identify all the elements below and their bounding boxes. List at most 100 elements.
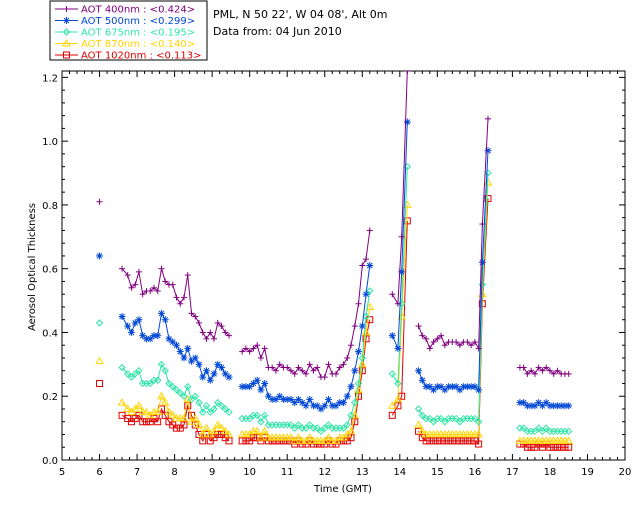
data-point [475,345,482,352]
data-point [127,373,136,381]
data-point [404,71,411,74]
data-point [565,443,573,451]
data-point [206,376,214,384]
series-line [391,121,408,349]
x-tick-label: 12 [318,467,331,478]
data-point [306,361,313,368]
data-point [441,342,448,349]
chart-legend: AOT 400nm : <0.424>AOT 500nm : <0.299>AO… [49,0,208,62]
data-point [403,217,411,225]
data-point [118,363,126,372]
legend-marker [63,17,70,24]
data-point [257,354,264,361]
data-point [423,335,430,342]
data-point [207,329,214,336]
data-point [398,233,405,240]
data-point [96,198,103,205]
data-point [157,360,166,369]
data-point [415,323,422,330]
data-point [290,424,299,432]
data-point [184,382,192,391]
data-point [160,398,170,406]
data-point [438,332,445,339]
data-point [117,398,127,406]
data-point [154,418,162,426]
data-point [339,424,348,432]
data-point [463,437,471,445]
data-point [158,265,165,272]
series-aot-400nm [96,71,572,381]
data-point [535,364,542,371]
data-point [249,434,257,442]
x-tick-label: 9 [209,467,215,478]
data-point [389,291,396,298]
data-point [203,367,211,375]
data-point [195,398,203,407]
x-tick-label: 17 [506,467,519,478]
data-point [202,423,211,432]
data-point [456,418,464,426]
data-point [414,405,423,413]
data-point [456,342,463,349]
date-info: Data from: 04 Jun 2010 [213,25,342,38]
data-point [195,360,203,368]
data-point [161,411,169,419]
data-point [254,342,261,349]
data-point [239,348,246,355]
data-point [198,429,208,438]
data-point [150,284,157,291]
series-aot-1020nm [96,195,573,451]
data-point [165,379,173,388]
data-point [351,418,359,426]
x-axis-label: Time (GMT) [313,484,372,495]
data-point [332,370,339,377]
data-point [272,367,279,374]
data-point [437,414,445,423]
data-point [180,392,188,400]
data-point [287,367,294,374]
data-point [343,392,351,400]
data-point [128,284,135,291]
data-point [226,332,233,339]
series-line [391,166,408,386]
data-point [190,414,200,422]
data-point [553,443,561,451]
data-point [561,443,569,451]
data-point [387,401,397,409]
data-point [225,437,233,445]
data-point [214,398,222,407]
data-point [199,437,207,445]
legend-entry-aot-1020nm: AOT 1020nm : <0.113> [55,51,201,62]
data-point [357,359,367,368]
data-point [437,437,445,445]
data-point [286,433,296,441]
data-point [429,418,438,426]
x-axis: 5 6 7 8 9 10 11 12 13 14 15 16 17 18 19 20 [59,71,631,478]
data-point [157,391,166,400]
data-point [225,408,233,416]
data-point [564,427,573,436]
data-point [478,258,486,266]
data-point [127,328,135,336]
data-point [346,426,356,435]
y-tick-label: 1.0 [42,137,58,148]
data-point [324,433,333,441]
data-point [321,402,329,410]
data-point [220,426,230,435]
legend-entry-aot-675nm: AOT 675nm : <0.195> [55,28,195,39]
series-line [418,172,489,423]
x-tick-label: 8 [171,467,177,478]
data-point [222,329,229,336]
data-point [218,364,226,372]
data-point [306,395,314,403]
data-point [365,302,375,310]
data-point [218,323,225,330]
data-point [414,420,423,428]
data-point [294,421,303,429]
data-point [394,402,402,410]
data-point [261,379,269,387]
data-point [184,272,191,279]
data-point [168,410,178,419]
data-point [388,411,396,419]
data-point [468,342,475,349]
